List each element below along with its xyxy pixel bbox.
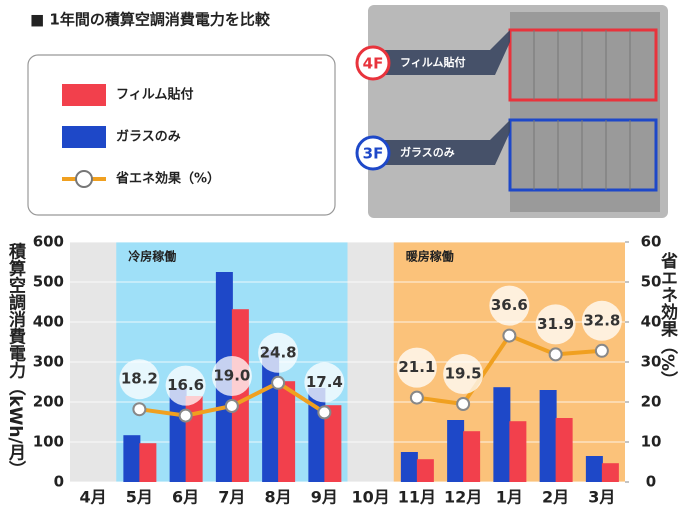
bar [539,390,557,482]
value-label: 19.0 [213,367,250,385]
photo-frame [508,28,658,102]
value-label: 21.1 [398,358,435,376]
line-marker [271,375,286,390]
legend-swatch [62,126,106,148]
value-label-bubble [535,304,576,345]
legend-label: 省エネ効果（%） [115,171,220,187]
bar [123,435,141,482]
photo-windows [510,12,660,212]
line-marker [132,402,147,417]
value-label: 32.8 [583,311,620,329]
value-label-bubble [165,365,206,406]
x-tick-label: 3月 [588,488,615,507]
line-marker [594,343,609,358]
y-tick-label: 300 [33,353,64,371]
bar [278,381,296,482]
y2-axis-label: 省エネ効果（%） [657,251,679,388]
y-tick-label: 600 [33,233,64,251]
y-axis-label: 積算空調消費電力（kWh/月） [5,241,27,477]
bar [416,459,434,482]
photo-tag [368,120,510,165]
photo-label: ガラスのみ [400,145,455,159]
photo-floor-badge [355,45,391,81]
x-tick-label: 11月 [398,488,436,507]
y-tick-label: 200 [33,393,64,411]
y2-tick-label: 20 [641,393,662,411]
bar [585,456,603,482]
value-label: 24.8 [260,343,297,361]
bar [231,309,249,482]
line-marker [456,397,471,411]
bar [185,396,203,482]
y2-tick-label: 10 [641,433,662,451]
x-tick-label: 2月 [542,488,569,507]
x-tick-label: 4月 [80,488,107,507]
value-label-bubble [304,362,345,403]
x-tick-label: 8月 [265,488,292,507]
value-label-bubble [258,332,299,373]
value-label: 16.6 [167,376,204,394]
bar [324,405,342,482]
line-marker [178,408,193,423]
value-label: 31.9 [537,315,574,333]
y-tick-label: 100 [33,433,64,451]
y-tick-label: 400 [33,313,64,331]
value-label-bubble [119,359,160,400]
x-tick-label: 7月 [218,488,245,507]
line-marker [317,405,332,420]
value-label-bubble [211,356,252,396]
value-label: 17.4 [306,373,343,391]
legend-marker [75,170,93,188]
legend-swatch [62,84,106,106]
line-marker [409,390,424,405]
x-tick-label: 9月 [311,488,338,507]
chart-title: ■ 1年間の積算空調消費電力を比較 [30,11,271,29]
value-label-bubble [489,285,530,326]
value-label: 36.6 [491,296,528,314]
line-marker [548,347,563,362]
bar [139,443,157,482]
value-label-bubble [396,347,437,388]
bar [555,418,573,482]
bar [493,387,511,482]
photo-frame [508,118,658,192]
bar [509,421,527,482]
line-marker [502,328,517,343]
season-label: 暖房稼働 [406,249,454,264]
photo-floor: 3F [363,145,384,163]
x-tick-label: 10月 [351,488,389,507]
photo-tag [368,30,510,75]
y-tick-label: 0 [54,473,64,491]
y2-tick-label: 40 [641,313,662,331]
y-tick-label: 500 [33,273,64,291]
legend-label: ガラスのみ [116,130,181,145]
x-tick-label: 1月 [496,488,523,507]
line-marker [224,399,239,413]
value-label: 18.2 [121,370,158,388]
y2-tick-label: 0 [646,473,656,491]
value-label: 19.5 [445,365,482,383]
bar [601,463,619,482]
value-label-bubble [581,300,622,341]
photo-label: フィルム貼付 [400,55,466,69]
bar [463,431,481,482]
x-tick-label: 6月 [172,488,199,507]
photo-floor: 4F [363,55,384,73]
y2-tick-label: 50 [641,273,662,291]
legend-label: フィルム貼付 [116,87,193,103]
x-tick-label: 5月 [126,488,153,507]
value-label-bubble [443,354,484,394]
bar [447,420,465,482]
y2-tick-label: 60 [641,233,662,251]
y2-tick-label: 30 [641,353,662,371]
photo-floor-badge [355,135,391,171]
bar [400,452,418,482]
season-label: 冷房稼働 [128,249,176,264]
x-tick-label: 12月 [444,488,482,507]
